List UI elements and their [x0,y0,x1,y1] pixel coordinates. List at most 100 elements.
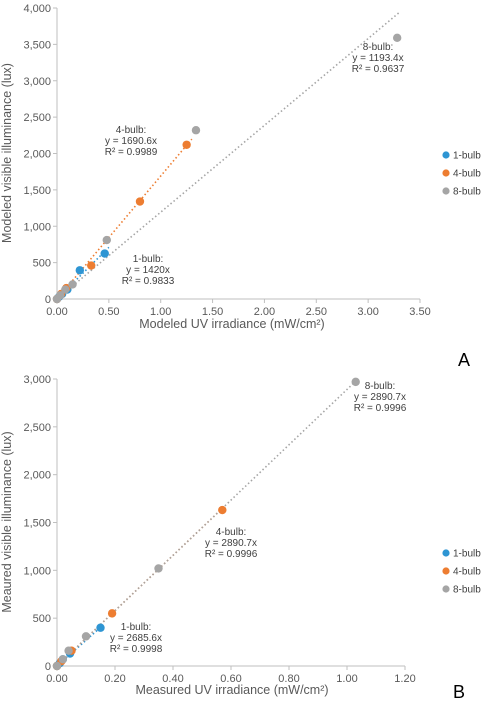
data-point-1-bulb [100,249,109,258]
legend: 1-bulb 4-bulb 8-bulb [442,151,481,198]
data-point-8-bulb [55,291,65,300]
annotation-r2: R² = 0.9996 [354,403,407,414]
legend-marker-1-bulb [442,549,450,557]
chart-panel-A: 0.00 0.50 1.00 1.50 2.00 2.50 3.00 3.50 0 500 1,00… [0,3,481,370]
data-point-8-bulb [392,33,402,43]
x-tick-label: 1.50 [202,306,223,318]
x-tick-label: 1.00 [150,306,171,318]
data-point-8-bulb [68,280,77,289]
x-tick-label: 1.00 [336,673,357,685]
y-tick-label: 4,000 [23,3,51,15]
x-tick-label: 0.80 [278,673,299,685]
x-tick-label: 2.50 [306,306,327,318]
data-point-4-bulb [135,197,145,206]
data-point-8-bulb [102,235,111,245]
data-point-8-bulb [58,655,67,664]
y-tick-label: 500 [33,258,51,270]
data-point-8-bulb [191,126,201,135]
panel-label: B [453,682,465,702]
y-tick-label: 3,000 [23,374,51,386]
data-point-8-bulb [64,646,73,655]
annotation-title: 8-bulb: [363,42,394,53]
y-tick-label: 2,500 [23,422,51,434]
annotation-title: 1-bulb: [133,254,164,265]
annotation-equation: y = 2890.7x [354,392,406,403]
annotation-r2: R² = 0.9996 [205,549,258,560]
legend: 1-bulb 4-bulb 8-bulb [442,549,481,596]
annotation-equation: y = 1420x [126,265,170,276]
trendline-4-bulb [56,138,193,300]
legend-marker-8-bulb [442,187,450,195]
data-point-1-bulb [75,266,85,275]
annotation-equation: y = 2685.6x [110,633,162,644]
annotation-title: 1-bulb: [121,622,152,633]
y-tick-label: 1,500 [23,185,51,197]
panel-label: A [458,350,470,370]
x-axis-title: Measured UV irradiance (mW/cm²) [135,683,328,697]
legend-label: 4-bulb [453,169,481,180]
y-tick-label: 3,500 [23,39,51,51]
y-axis-title: Meaured visible illuminance (lux) [0,431,14,612]
legend-marker-4-bulb [442,169,450,177]
legend-marker-4-bulb [442,567,450,575]
x-tick-label: 0.00 [46,673,67,685]
y-tick-label: 1,500 [23,518,51,530]
chart-panel-B: 0.00 0.20 0.40 0.60 0.80 1.00 1.20 0 500 1,000 1,5… [0,374,481,702]
annotation-r2: R² = 0.9998 [110,644,163,655]
x-tick-label: 0.00 [46,306,67,318]
legend-marker-1-bulb [442,151,450,159]
data-point-4-bulb [182,140,191,149]
x-tick-label: 3.50 [409,306,430,318]
annotation-title: 4-bulb: [216,527,247,538]
y-axis-title: Modeled visible illuminance (lux) [0,63,14,243]
x-tick-label: 0.60 [220,673,241,685]
data-point-4-bulb [107,609,117,618]
x-tick-label: 3.00 [357,306,378,318]
y-tick-label: 500 [33,613,51,625]
annotation-equation: y = 1690.6x [105,136,157,147]
data-point-4-bulb [218,505,227,515]
data-point-8-bulb [154,564,163,573]
y-tick-label: 2,000 [23,149,51,161]
trendline-8-bulb [56,380,357,667]
data-point-4-bulb [87,261,96,270]
annotation-equation: y = 2890.7x [205,538,257,549]
x-tick-label: 0.20 [104,673,125,685]
x-axis-title: Modeled UV irradiance (mW/cm²) [139,317,324,331]
annotation-title: 4-bulb: [116,125,147,136]
legend-label: 8-bulb [453,187,481,198]
legend-label: 4-bulb [453,567,481,578]
y-tick-label: 2,500 [23,112,51,124]
y-tick-label: 2,000 [23,470,51,482]
legend-label: 8-bulb [453,585,481,596]
annotation-r2: R² = 0.9833 [122,276,175,287]
data-point-8-bulb [61,285,70,294]
y-tick-label: 1,000 [23,221,51,233]
annotation-r2: R² = 0.9989 [105,147,158,158]
y-tick-label: 0 [45,294,51,306]
annotation-r2: R² = 0.9637 [352,64,405,75]
data-point-8-bulb [351,377,360,387]
x-tick-label: 0.40 [162,673,183,685]
annotation-title: 8-bulb: [365,381,396,392]
x-tick-label: 0.50 [98,306,119,318]
x-tick-label: 2.00 [254,306,275,318]
annotation-equation: y = 1193.4x [352,53,403,64]
data-point-8-bulb [52,661,62,671]
legend-marker-8-bulb [442,585,450,593]
x-tick-label: 1.20 [394,673,415,685]
y-tick-label: 1,000 [23,565,51,577]
data-point-1-bulb [96,623,105,632]
y-tick-label: 0 [45,661,51,673]
legend-label: 1-bulb [453,151,481,162]
y-tick-label: 3,000 [23,76,51,88]
legend-label: 1-bulb [453,549,481,560]
data-point-8-bulb [81,632,91,641]
